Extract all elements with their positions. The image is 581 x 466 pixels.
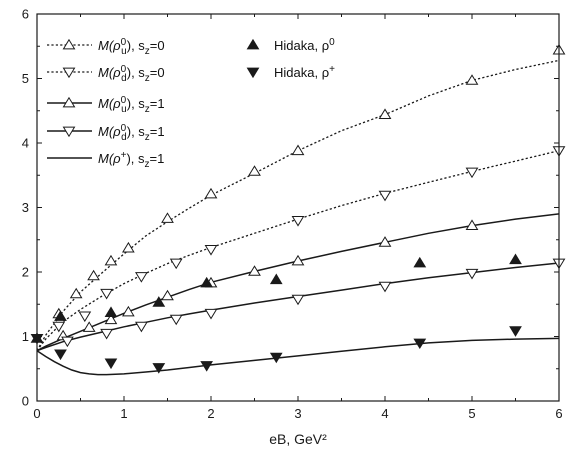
series-0-point [291, 144, 305, 156]
x-tick-label: 5 [468, 406, 475, 421]
series-lines [36, 59, 560, 376]
series-6-point [54, 349, 67, 361]
series-1-point [291, 216, 305, 227]
series-0-point [69, 287, 83, 299]
legend-marker-1 [62, 67, 76, 79]
series-2-point [82, 321, 96, 332]
series-2-point [465, 219, 479, 230]
series-line-1 [36, 150, 560, 352]
legend-label-4: M(ρ+), sz=1 [98, 150, 164, 170]
x-tick-label: 0 [33, 406, 40, 421]
y-tick-label: 2 [22, 265, 29, 280]
series-6-point [509, 326, 522, 337]
legend-marker-2 [62, 96, 76, 108]
series-2-point [291, 254, 305, 266]
series-1-point [135, 272, 148, 283]
series-5-point [104, 306, 118, 317]
series-1-point [100, 288, 113, 300]
series-0-point [465, 74, 479, 85]
series-6-point [200, 361, 213, 372]
legend-label-0: M(ρ0 u), sz=0 [98, 37, 165, 57]
series-3-point [378, 281, 392, 293]
series-2-point [104, 313, 118, 325]
series-3-point [169, 314, 183, 326]
series-1-point [465, 167, 479, 179]
series-1-point [204, 245, 218, 256]
y-tick-label: 5 [22, 71, 29, 86]
series-3-point [465, 268, 479, 280]
series-1-point [78, 311, 92, 323]
series-5-point [152, 296, 166, 307]
legend-marker-3 [62, 126, 76, 138]
series-0-point [161, 212, 174, 223]
legend-label-3: M(ρ0 d), sz=1 [98, 123, 165, 143]
series-0-point [248, 165, 261, 176]
x-axis-title: eB, GeV² [269, 431, 327, 447]
series-6-point [152, 363, 166, 374]
series-2-point [122, 305, 135, 317]
series-3-point [135, 321, 148, 333]
series-5-point [54, 310, 67, 321]
series-0-point [104, 254, 118, 266]
series-0-point [122, 241, 135, 253]
series-5-point [200, 276, 213, 288]
legend: M(ρ0 u), sz=0 M(ρ0 d), sz=0 M(ρ0 u), sz=1 M(ρ0… [47, 37, 335, 170]
series-3-point [61, 336, 74, 348]
series-0-point [378, 108, 392, 119]
legend-marker-0 [62, 38, 76, 50]
y-tick-label: 4 [22, 136, 29, 151]
series-5-point [413, 256, 427, 268]
series-1-point [169, 258, 183, 270]
legend-label-2: M(ρ0 u), sz=1 [98, 95, 165, 115]
series-2-point [161, 289, 174, 301]
x-tick-label: 2 [207, 406, 214, 421]
x-tick-label: 3 [294, 406, 301, 421]
y-tick-label: 3 [22, 200, 29, 215]
series-0-point [87, 269, 100, 281]
series-0-point [204, 187, 218, 199]
series-3-point [100, 328, 113, 340]
series-2-point [378, 236, 392, 247]
y-tick-label: 1 [22, 329, 29, 344]
plot-frame [36, 13, 560, 402]
series-1-point [378, 190, 392, 202]
x-tick-label: 1 [120, 406, 127, 421]
tick-labels: 0 1 2 3 4 5 6 0 1 2 3 4 5 6 [22, 7, 563, 422]
x-tick-label: 6 [555, 406, 562, 421]
series-5-point [509, 253, 522, 265]
legend-marker-5 [246, 38, 260, 50]
series-line-3 [36, 262, 560, 352]
series-1-point [52, 321, 66, 333]
y-tick-label: 0 [22, 394, 29, 409]
series-3-point [204, 308, 218, 320]
series-3-point [291, 294, 305, 306]
legend-label-6: Hidaka, ρ+ [274, 64, 335, 80]
series-5-point [269, 273, 283, 285]
y-tick-label: 6 [22, 7, 29, 22]
series-6-point [269, 352, 283, 364]
legend-marker-6 [246, 67, 260, 79]
x-tick-label: 4 [381, 406, 388, 421]
series-6-point [104, 358, 118, 370]
legend-label-5: Hidaka, ρ0 [274, 37, 335, 53]
series-2-point [248, 265, 261, 276]
series-6-point [413, 338, 427, 350]
legend-label-1: M(ρ0 d), sz=0 [98, 64, 165, 84]
series-line-2 [36, 213, 560, 352]
series-line-4 [36, 337, 560, 376]
